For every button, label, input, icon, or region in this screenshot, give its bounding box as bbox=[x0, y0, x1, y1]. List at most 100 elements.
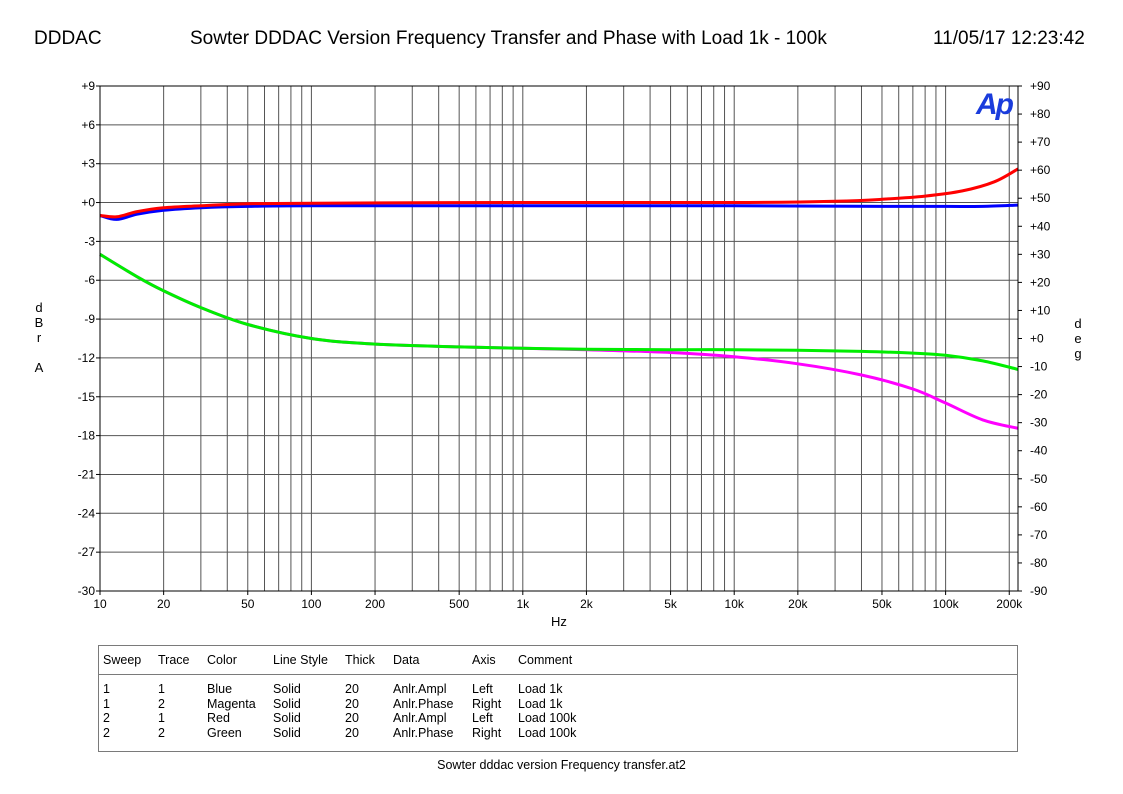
legend-header: Color bbox=[207, 653, 237, 667]
legend-cell: Solid bbox=[273, 711, 301, 725]
legend-cell: Magenta bbox=[207, 696, 256, 711]
right-tick-label: +20 bbox=[1030, 275, 1051, 289]
chart-title: Sowter DDDAC Version Frequency Transfer … bbox=[190, 28, 827, 49]
right-axis-label-char: g bbox=[1074, 346, 1081, 361]
legend-cell: 20 bbox=[345, 682, 359, 696]
legend-cell: 2 bbox=[103, 711, 110, 725]
legend-cell: 1 bbox=[158, 711, 165, 725]
left-tick-label: -3 bbox=[84, 234, 95, 248]
legend-cell: Left bbox=[472, 682, 493, 696]
grid-minor bbox=[163, 86, 1010, 591]
left-axis-label-char: r bbox=[37, 330, 42, 345]
series-line bbox=[99, 203, 1019, 221]
legend-table: Sweep Trace Color Line Style Thick Data Axis Co… bbox=[98, 645, 1018, 752]
x-tick-label: 10 bbox=[93, 597, 107, 611]
legend-cell: 2 bbox=[158, 696, 165, 711]
legend-cell: Right bbox=[472, 725, 502, 740]
x-tick-label: 100 bbox=[301, 597, 321, 611]
left-axis-label-char: d bbox=[35, 300, 42, 315]
legend-cell: Load 1k bbox=[518, 696, 563, 711]
right-axis-ticks: +90 +80 +70 +60 +50 +40 +30 +20 +10 +0 -10 -20 -30 -4… bbox=[1018, 79, 1051, 598]
x-tick-label: 2k bbox=[580, 597, 594, 611]
left-axis-label-char: B bbox=[35, 315, 44, 330]
legend-cell: 1 bbox=[158, 682, 165, 696]
legend-cell: Anlr.Phase bbox=[393, 725, 454, 740]
legend-cell: Load 100k bbox=[518, 725, 577, 740]
right-tick-label: +70 bbox=[1030, 135, 1051, 149]
legend-cell: Anlr.Ampl bbox=[393, 682, 447, 696]
right-tick-label: +40 bbox=[1030, 219, 1051, 233]
legend-header: Line Style bbox=[273, 653, 328, 667]
right-tick-label: -60 bbox=[1030, 500, 1048, 514]
right-tick-label: -20 bbox=[1030, 388, 1048, 402]
legend-header: Axis bbox=[472, 653, 496, 667]
legend-cell: Right bbox=[472, 696, 502, 711]
legend-cell: Load 1k bbox=[518, 682, 563, 696]
right-tick-label: +60 bbox=[1030, 163, 1051, 177]
left-tick-label: -18 bbox=[78, 429, 96, 443]
legend-cell: 1 bbox=[103, 696, 110, 711]
grid-major bbox=[99, 85, 1018, 592]
left-tick-label: +3 bbox=[81, 157, 95, 171]
legend-cell: Anlr.Phase bbox=[393, 696, 454, 711]
left-tick-label: -15 bbox=[78, 390, 96, 404]
series-layer bbox=[99, 167, 1019, 430]
x-tick-label: 1k bbox=[516, 597, 530, 611]
x-tick-label: 200 bbox=[365, 597, 385, 611]
ap-logo: Ap bbox=[975, 88, 1014, 121]
left-tick-label: -9 bbox=[84, 312, 95, 326]
left-tick-label: -21 bbox=[78, 467, 96, 481]
left-tick-label: -30 bbox=[78, 584, 96, 598]
x-tick-label: 500 bbox=[449, 597, 469, 611]
right-tick-label: +10 bbox=[1030, 303, 1051, 317]
x-axis-ticks: 10 20 50 100 200 500 1k 2k 5k 10k 20k 50k 100k 200k bbox=[93, 591, 1023, 611]
x-tick-label: 200k bbox=[996, 597, 1023, 611]
x-tick-label: 50k bbox=[872, 597, 892, 611]
x-axis-label: Hz bbox=[551, 614, 567, 629]
x-tick-label: 50 bbox=[241, 597, 255, 611]
footer-filename: Sowter dddac version Frequency transfer.… bbox=[437, 758, 686, 772]
legend-cell: 1 bbox=[103, 682, 110, 696]
legend-header: Sweep bbox=[103, 653, 142, 667]
legend-cell: 20 bbox=[345, 696, 359, 711]
right-tick-label: +50 bbox=[1030, 191, 1051, 205]
left-tick-label: +0 bbox=[81, 196, 95, 210]
right-tick-label: -40 bbox=[1030, 444, 1048, 458]
left-axis-ticks: +9 +6 +3 +0 -3 -6 -9 -12 -15 -18 -21 -24 -27 -30 bbox=[78, 79, 100, 598]
x-tick-label: 10k bbox=[725, 597, 745, 611]
legend-header: Data bbox=[393, 653, 420, 667]
legend-cell: Anlr.Ampl bbox=[393, 711, 447, 725]
left-tick-label: -12 bbox=[78, 351, 96, 365]
legend-cell: Solid bbox=[273, 725, 301, 740]
x-tick-label: 20 bbox=[157, 597, 171, 611]
legend-cell: Solid bbox=[273, 696, 301, 711]
right-axis-label-char: e bbox=[1074, 331, 1081, 346]
legend-cell: 2 bbox=[158, 725, 165, 740]
right-tick-label: -70 bbox=[1030, 528, 1048, 542]
left-tick-label: +9 bbox=[81, 79, 95, 93]
right-axis-label-char: d bbox=[1074, 316, 1081, 331]
right-tick-label: -10 bbox=[1030, 360, 1048, 374]
header-left-label: DDDAC bbox=[34, 28, 102, 49]
legend-cell: Blue bbox=[207, 682, 233, 696]
left-axis-label-char: A bbox=[35, 360, 44, 375]
right-tick-label: +30 bbox=[1030, 247, 1051, 261]
legend-cell: Left bbox=[472, 711, 493, 725]
right-tick-label: -90 bbox=[1030, 584, 1048, 598]
right-axis-label: deg bbox=[1074, 316, 1081, 361]
series-line bbox=[99, 253, 1019, 371]
legend-cell: Green bbox=[207, 725, 242, 740]
legend-header: Trace bbox=[158, 653, 190, 667]
legend-cell: Load 100k bbox=[518, 711, 577, 725]
legend-divider bbox=[99, 674, 1017, 675]
right-tick-label: +0 bbox=[1030, 332, 1044, 346]
right-tick-label: -50 bbox=[1030, 472, 1048, 486]
left-tick-label: -24 bbox=[78, 506, 96, 520]
header-datetime: 11/05/17 12:23:42 bbox=[933, 28, 1085, 49]
right-tick-label: -30 bbox=[1030, 416, 1048, 430]
right-tick-label: +80 bbox=[1030, 107, 1051, 121]
legend-header: Comment bbox=[518, 653, 573, 667]
legend-cell: 20 bbox=[345, 711, 359, 725]
right-tick-label: -80 bbox=[1030, 556, 1048, 570]
